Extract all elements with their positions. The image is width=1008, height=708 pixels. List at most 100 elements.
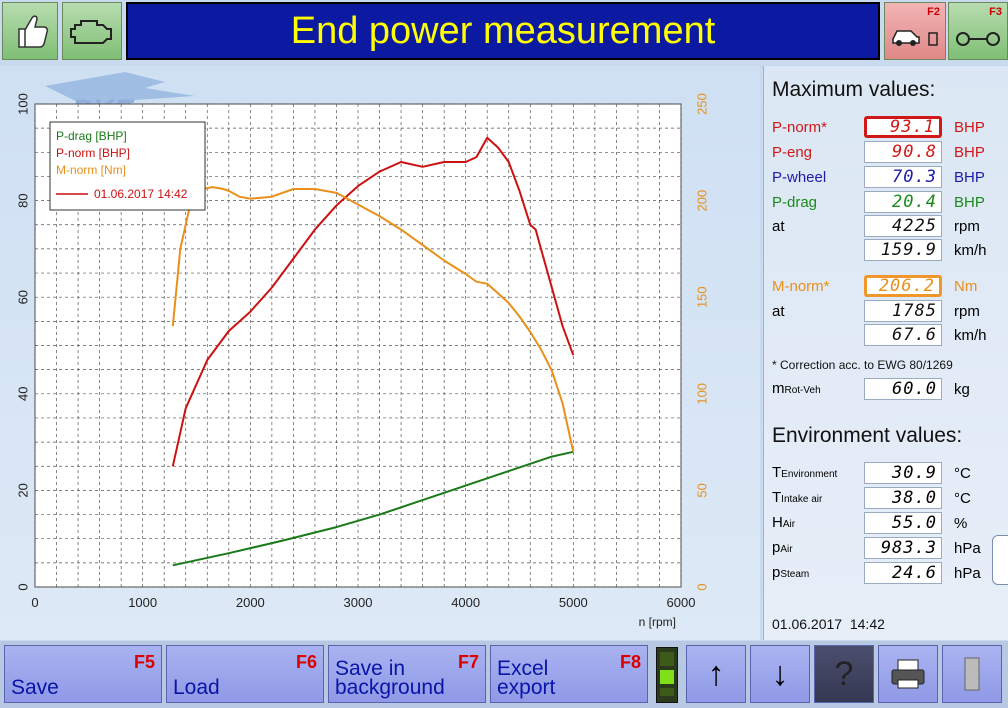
x-tick-label: 4000 [451, 595, 480, 610]
y-right-tick-label: 100 [694, 383, 709, 405]
help-icon: ? [834, 654, 854, 693]
x-tick-label: 1000 [128, 595, 157, 610]
y-left-tick-label: 40 [15, 387, 30, 401]
env-row-value: 983.3 [864, 537, 942, 559]
save-button[interactable]: F5 Save [4, 645, 162, 703]
env-row-label: pSteam [772, 564, 810, 581]
power-chart: PKE 010002000300040005000600002040608010… [15, 72, 709, 629]
status-light-icon [656, 647, 678, 703]
arrow-up-icon: ↑ [707, 654, 725, 693]
excel-export-button[interactable]: F8 Excel export [490, 645, 648, 703]
x-tick-label: 0 [31, 595, 38, 610]
max-row-unit: BHP [954, 169, 985, 186]
series-line-pnorm [171, 136, 575, 467]
power-chart-area: PKE 010002000300040005000600002040608010… [0, 66, 760, 640]
env-row-label: pAir [772, 539, 793, 556]
max-row-label: P-wheel [772, 169, 827, 186]
series-line-pdrag [172, 450, 574, 567]
max-row-label: M-norm* [772, 278, 830, 295]
dyno-setup-button[interactable]: F2 [884, 2, 946, 60]
f3-key-label: F3 [989, 6, 1002, 18]
mrot-unit: kg [954, 381, 970, 398]
env-row-value: 55.0 [864, 512, 942, 534]
values-panel: Maximum values: P-norm* 93.1 BHP P-eng 90.8 B… [763, 66, 1008, 640]
f2-key-label: F2 [927, 6, 940, 18]
y-right-tick-label: 50 [694, 483, 709, 497]
y-right-tick-label: 150 [694, 286, 709, 308]
env-row-value: 24.6 [864, 562, 942, 584]
side-tab-handle[interactable] [992, 535, 1008, 585]
max-row-value: 20.4 [864, 191, 942, 213]
correction-note: * Correction acc. to EWG 80/1269 [772, 358, 953, 372]
max-row-value: 1785 [864, 300, 942, 322]
y-right-tick-label: 250 [694, 93, 709, 115]
max-row-label: P-drag [772, 194, 818, 211]
max-row-value: 90.8 [864, 141, 942, 163]
max-row-label: at [772, 218, 785, 235]
env-row-label: TEnvironment [772, 464, 838, 481]
y-right-tick-label: 0 [694, 583, 709, 590]
env-row-value: 38.0 [864, 487, 942, 509]
print-button[interactable] [878, 645, 938, 703]
save-in-background-button[interactable]: F7 Save in background [328, 645, 486, 703]
x-tick-label: 6000 [667, 595, 696, 610]
chart-legend: P-drag [BHP] P-norm [BHP] M-norm [Nm] 01… [49, 121, 206, 211]
legend-entry-pnorm: P-norm [BHP] [56, 146, 130, 160]
page-title: End power measurement [290, 9, 716, 52]
max-values-title: Maximum values: [772, 78, 936, 101]
max-row-unit: Nm [954, 278, 978, 295]
scroll-up-button[interactable]: ↑ [686, 645, 746, 703]
max-row-label: at [772, 303, 785, 320]
x-tick-label: 3000 [344, 595, 373, 610]
car-on-dyno-icon [892, 30, 938, 46]
y-left-tick-label: 80 [15, 193, 30, 207]
y-left-tick-label: 100 [15, 93, 30, 115]
max-row-unit: rpm [954, 218, 980, 235]
thumbs-up-icon [18, 15, 49, 48]
max-row-unit: BHP [954, 144, 985, 161]
max-row-unit: km/h [954, 242, 987, 259]
function-key-bar: F5 Save F6 Load F7 Save in background F8… [0, 641, 1008, 708]
env-row-label: HAir [772, 514, 796, 531]
plot-axes: 0 1000 2000 3000 4000 5000 6000020406080100050… [15, 93, 709, 610]
max-row-unit: rpm [954, 303, 980, 320]
roller-button[interactable]: F3 [948, 2, 1008, 60]
max-row-value: 206.2 [864, 275, 942, 297]
door-icon [964, 657, 980, 691]
max-row-value: 70.3 [864, 166, 942, 188]
y-left-tick-label: 0 [15, 583, 30, 590]
y-left-tick-label: 20 [15, 483, 30, 497]
legend-entry-pdrag: P-drag [BHP] [56, 129, 127, 143]
help-button[interactable]: ? [814, 645, 874, 703]
y-right-tick-label: 200 [694, 190, 709, 212]
load-button[interactable]: F6 Load [166, 645, 324, 703]
timestamp: 01.06.2017 14:42 [772, 616, 885, 632]
env-row-unit: °C [954, 490, 971, 507]
exit-button[interactable] [942, 645, 1002, 703]
env-row-unit: hPa [954, 540, 981, 557]
env-values-title: Environment values: [772, 424, 963, 447]
rollers-icon [956, 32, 1000, 46]
legend-entry-mnorm: M-norm [Nm] [56, 163, 126, 177]
max-row-value: 4225 [864, 215, 942, 237]
printer-icon [891, 659, 925, 689]
mrot-value: 60.0 [864, 378, 942, 400]
env-row-value: 30.9 [864, 462, 942, 484]
env-row-unit: % [954, 515, 968, 532]
env-row-unit: hPa [954, 565, 981, 582]
series-line-mnorm [171, 186, 575, 453]
max-row-unit: BHP [954, 194, 985, 211]
mrot-label: mRot-Veh [772, 380, 821, 397]
thumbs-up-button[interactable] [2, 2, 58, 60]
env-row-unit: °C [954, 465, 971, 482]
x-axis-label: n [rpm] [639, 615, 676, 629]
scroll-down-button[interactable]: ↓ [750, 645, 810, 703]
max-row-value: 159.9 [864, 239, 942, 261]
max-row-value: 93.1 [864, 116, 942, 138]
max-row-value: 67.6 [864, 324, 942, 346]
plot-series [171, 136, 575, 567]
engine-button[interactable] [62, 2, 122, 60]
legend-run-label: 01.06.2017 14:42 [94, 187, 188, 201]
arrow-down-icon: ↓ [771, 654, 789, 693]
page-title-bar: End power measurement [126, 2, 880, 60]
